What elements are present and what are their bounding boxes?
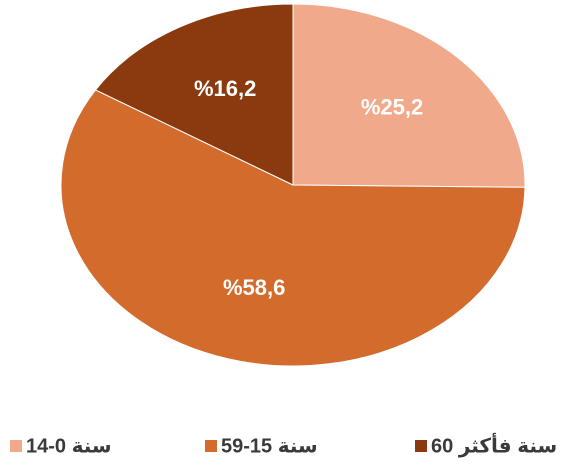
- data-label: %16,2: [194, 76, 256, 101]
- data-label: %25,2: [361, 95, 423, 120]
- pie-slice: [94, 3, 294, 186]
- pie-slice: [292, 3, 526, 188]
- legend-label: 14-0 سنة: [26, 435, 112, 457]
- legend-label: 59-15 سنة: [221, 435, 318, 457]
- data-label: %58,6: [223, 275, 285, 300]
- legend-label: 60 سنة فأكثر: [431, 431, 557, 457]
- pie-slice: [60, 89, 526, 367]
- legend-swatch: [415, 440, 427, 452]
- legend-swatch: [205, 440, 217, 452]
- legend-swatch: [10, 440, 22, 452]
